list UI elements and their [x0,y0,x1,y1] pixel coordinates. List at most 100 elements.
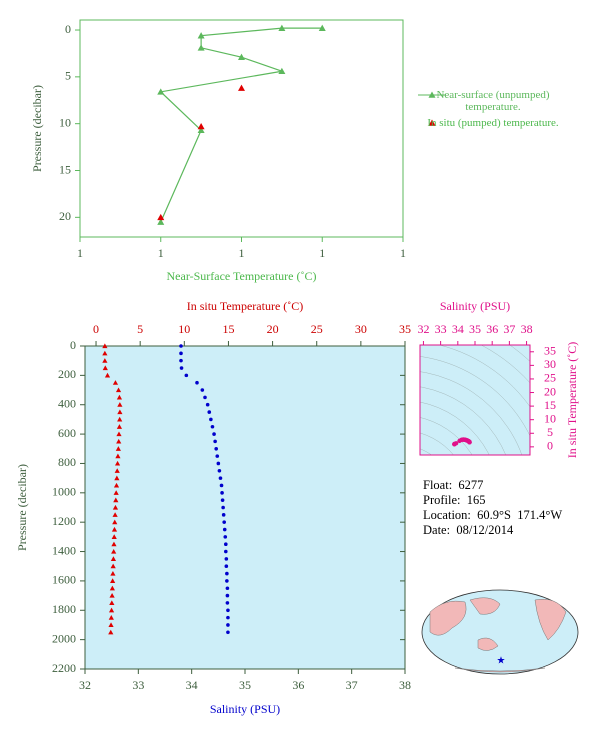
point [226,630,230,635]
point [225,593,230,598]
point [104,372,111,378]
point [114,468,120,473]
ts-point [453,441,459,446]
svg-text:★: ★ [497,655,506,666]
ts-point [467,440,472,445]
point [179,366,184,370]
point [225,571,229,576]
point [114,460,121,466]
y-tick-label: 800 [58,455,76,469]
y-tick-label: 25 [544,371,556,385]
info-line: Profile: 165 [423,493,486,507]
point [220,491,224,495]
point [116,424,123,429]
point [110,578,116,583]
x-tick-label: 35 [239,678,251,692]
point [108,629,114,635]
point [117,402,123,407]
point [116,438,122,444]
point [108,622,114,628]
point [115,446,121,451]
point [214,446,218,451]
point [111,541,117,547]
point [179,358,183,363]
point [117,409,123,415]
x-tick-label: 36 [486,322,498,336]
point [197,126,205,134]
x2-axis-label: In situ Temperature (˚C) [187,299,304,313]
point [111,548,117,554]
y-tick-label: 10 [544,411,556,425]
point [116,431,122,437]
x-tick-label: 37 [346,678,358,692]
y-tick-label: 600 [58,426,76,440]
point [197,122,205,130]
x2-tick-label: 30 [355,322,367,336]
plot-background [84,345,406,670]
x2-tick-label: 15 [222,322,234,336]
y-tick-label: 15 [59,162,71,176]
x-tick-label: 38 [399,678,411,692]
y-tick-label: 1400 [52,543,76,557]
point [215,454,220,458]
y-tick-label: 15 [544,398,556,412]
plot-frame [79,19,404,238]
point [238,53,245,60]
x-tick-label: 1 [239,246,245,260]
point [218,476,223,480]
y-axis-label: In situ Temperature (˚C) [565,342,579,459]
point [109,592,115,598]
legend-marker [428,119,436,126]
y-tick-label: 35 [544,344,556,358]
legend-marker [428,91,436,98]
x2-tick-label: 35 [399,322,411,336]
point [102,365,108,371]
x-tick-label: 38 [521,322,533,336]
point [157,88,165,95]
point [224,564,229,569]
point [108,607,115,613]
point [110,570,116,576]
point [318,24,326,31]
x2-tick-label: 0 [93,322,99,336]
y-tick-label: 5 [547,425,553,439]
y-tick-label: 20 [544,384,556,398]
point [179,351,183,356]
point [109,600,115,606]
plot-background [419,344,531,456]
y-tick-label: 0 [547,439,553,453]
point [224,549,228,554]
point [210,424,215,429]
point [197,32,205,39]
point [184,373,189,378]
point [157,218,165,225]
point [113,497,119,503]
point [226,615,230,620]
point [112,512,118,517]
point [222,520,226,524]
point [111,526,118,532]
x-tick-label: 32 [79,678,91,692]
world-map: ★ [421,589,579,675]
point [207,410,212,414]
point [220,498,225,502]
legend-label: Near-surface (unpumped) temperature. [436,89,550,113]
point [278,24,286,31]
y-tick-label: 10 [59,115,71,129]
point [278,67,286,75]
point [110,556,117,561]
point [213,439,217,444]
point [116,394,123,400]
info-line: Location: 60.9°S 171.4°W [423,508,563,522]
point [209,417,213,422]
y-tick-label: 200 [58,367,76,381]
point [200,388,205,392]
y-tick-label: 400 [58,396,76,410]
info-line: Float: 6277 [423,478,484,492]
y-axis-label: Pressure (decibar) [15,464,29,551]
y-tick-label: 30 [544,357,556,371]
point [224,542,228,547]
y-tick-label: 5 [65,69,71,83]
y-tick-label: 2000 [52,631,76,645]
